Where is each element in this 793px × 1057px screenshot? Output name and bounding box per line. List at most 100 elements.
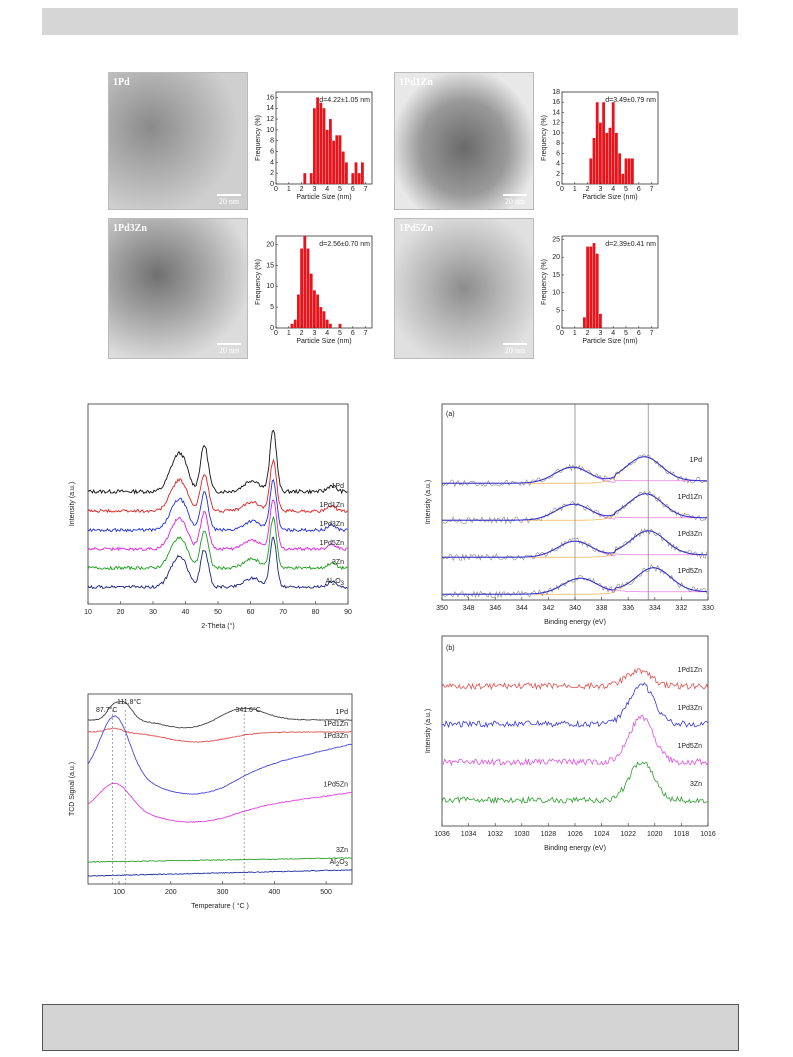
histogram-bar [335,135,339,184]
y-tick-label: 10 [552,290,560,297]
fit-component [442,530,707,558]
y-axis-label: Intensity (a.u.) [425,480,432,524]
histogram-bar [608,127,612,184]
xrd-series-line [87,479,348,533]
x-tick-label: 1 [287,330,291,337]
y-tick-label: 0 [556,181,560,188]
histogram-bar [332,140,336,184]
x-axis-label: Particle Size (nm) [296,194,351,201]
y-tick-label: 4 [270,159,274,166]
histogram-bar [309,173,313,184]
xrd-chart: 1Pd 1Pd1Zn 1Pd3Zn 1Pd5Zn 3Zn Al2O3 10 20 30 40 50 6… [69,403,352,630]
x-tick-label: 1016 [700,831,716,838]
plot-frame [87,693,353,885]
histogram-bar [328,323,332,328]
y-tick-label: 5 [270,304,274,311]
x-tick-label: 7 [364,330,368,337]
x-tick-label: 338 [596,605,608,612]
histogram-1pd3zn: 0 1 2 3 4 5 6 7 0 5 10 15 20 Particle Size (nm) Freque… [254,230,380,354]
x-tick-label: 3 [312,186,316,193]
series-label: 3Zn [690,781,702,788]
x-tick-label: 3 [312,330,316,337]
tem-image-1pd5zn: 1Pd5Zn 20 nm [394,218,534,359]
histogram-bar [598,122,602,184]
series-label: 1Pd [332,483,345,490]
histogram-bar [592,243,596,328]
x-tick-label: 342 [543,605,555,612]
y-axis-label: Frequency (%) [541,115,548,161]
y-tick-label: 10 [266,127,274,134]
histogram-bar [589,158,593,184]
histogram-bar [290,323,294,328]
x-tick-label: 70 [279,609,287,616]
x-tick-label: 6 [351,330,355,337]
histogram-bar [351,173,355,184]
xrd-series-line [87,429,348,495]
xps-zn-chart: (b) 1Pd1Zn 1Pd3Zn 1Pd5Zn 3Zn 1036 1034 1032 1030… [425,635,716,852]
tpr-chart: 1Pd 1Pd1Zn 1Pd3Zn 1Pd5Zn 3Zn Al2O3 87.7°C111.8… [69,693,353,910]
histogram-bar [614,132,618,184]
header-bar [42,8,738,35]
y-tick-label: 8 [556,140,560,147]
histogram-bar [592,138,596,184]
series-label: 1Pd [336,709,349,716]
y-tick-label: 10 [266,283,274,290]
y-axis-label: Intensity (a.u.) [69,482,76,526]
x-tick-label: 400 [269,889,281,896]
y-tick-label: 16 [552,99,560,106]
xps-zn-series-line [441,714,709,767]
y-axis-label: TCD Signal (a.u.) [69,762,76,816]
x-tick-label: 40 [182,609,190,616]
x-tick-label: 1 [573,330,577,337]
x-tick-label: 1020 [647,831,663,838]
x-tick-label: 80 [312,609,320,616]
x-tick-label: 5 [338,186,342,193]
y-tick-label: 6 [556,150,560,157]
y-tick-label: 15 [266,262,274,269]
histogram-bar [598,313,602,328]
size-annotation: d=4.22±1.05 nm [319,97,370,104]
x-tick-label: 1 [573,186,577,193]
histogram-bar [360,162,364,184]
series-label: 1Pd5Zn [319,540,344,547]
histogram-bar [303,236,307,328]
x-tick-label: 0 [560,330,564,337]
x-tick-label: 1036 [434,831,450,838]
y-tick-label: 15 [552,272,560,279]
x-tick-label: 500 [320,889,332,896]
x-tick-label: 0 [560,186,564,193]
x-tick-label: 1028 [541,831,557,838]
histogram-bar [595,253,599,328]
x-tick-label: 6 [637,186,641,193]
y-tick-label: 0 [556,325,560,332]
x-axis-label: Binding energy (eV) [544,845,606,852]
x-tick-label: 3 [598,330,602,337]
x-tick-label: 2 [300,186,304,193]
x-tick-label: 7 [364,186,368,193]
tpr-series-line [87,715,353,795]
histogram-bar [338,135,342,184]
fit-envelope [442,567,707,595]
series-label: 1Pd5Zn [677,568,702,575]
histogram-bar [319,307,323,328]
series-label: 1Pd3Zn [323,733,348,740]
y-axis-label: Frequency (%) [541,259,548,305]
scale-bar: 20 nm [503,343,527,355]
y-tick-label: 2 [556,171,560,178]
plot-frame [87,403,349,605]
histogram-bar [582,317,586,328]
histogram-bar [586,246,590,328]
x-axis-label: Binding energy (eV) [544,619,606,626]
tem-label: 1Pd3Zn [113,223,147,234]
scale-text: 20 nm [504,346,526,355]
x-tick-label: 330 [702,605,714,612]
x-tick-label: 300 [217,889,229,896]
scale-bar: 20 nm [217,194,241,206]
scale-text: 20 nm [218,346,240,355]
size-annotation: d=2.39±0.41 nm [605,241,656,248]
tem-label: 1Pd [113,77,130,88]
xps-pd-chart: (a) 1Pd 1Pd1Zn 1Pd3Zn 1Pd5Zn 350 348 346 344 342 3… [425,403,714,626]
histogram-bar [322,311,326,328]
x-tick-label: 1022 [620,831,636,838]
histogram-bar [306,248,310,328]
